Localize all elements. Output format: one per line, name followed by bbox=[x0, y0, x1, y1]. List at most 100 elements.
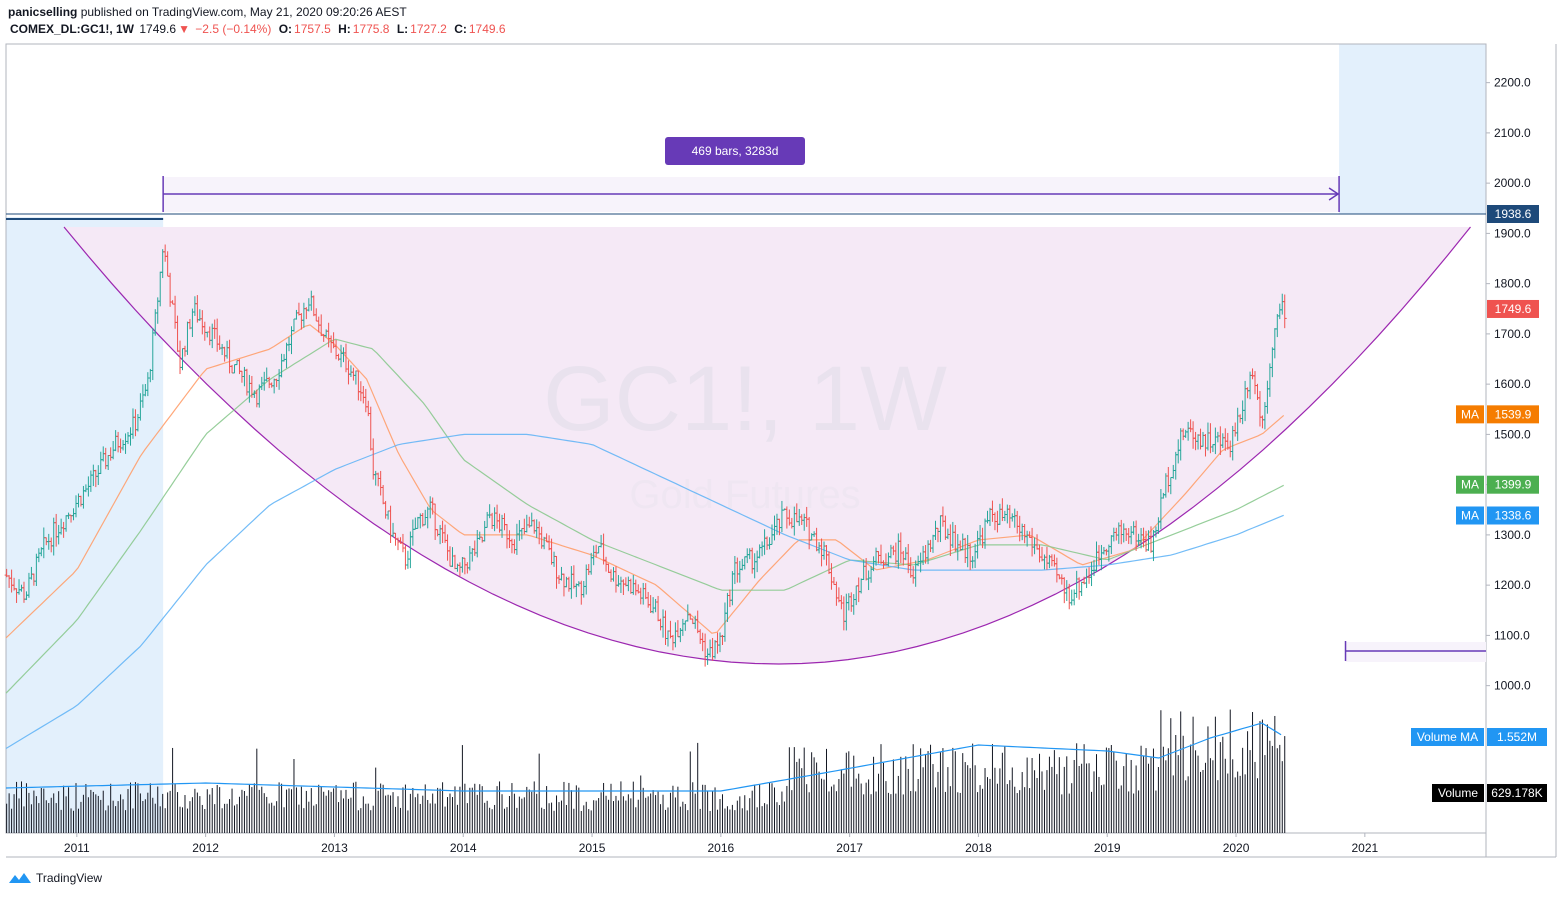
close-label: C: bbox=[454, 22, 467, 36]
price-bar bbox=[1067, 583, 1072, 610]
y-tick-label: 1200.0 bbox=[1494, 578, 1531, 592]
y-tick-label: 2100.0 bbox=[1494, 126, 1531, 140]
last-price: 1749.6 bbox=[139, 22, 177, 36]
price-tag: 1749.6 bbox=[1487, 299, 1539, 318]
price-tag-bg bbox=[1487, 205, 1539, 223]
volume-tag-label: Volume MA bbox=[1417, 730, 1478, 744]
time-axis: 2011 2012 2013 2014 2015 2016 2017 2018 2019 2020… bbox=[64, 833, 1379, 855]
high-label: H: bbox=[338, 22, 351, 36]
volume-tag-label-bg bbox=[1411, 728, 1484, 746]
high-value: 1775.8 bbox=[352, 22, 390, 36]
price-bar bbox=[405, 550, 410, 569]
down-arrow-icon: ▼ bbox=[178, 22, 190, 36]
x-tick-label: 2020 bbox=[1223, 841, 1250, 855]
cup-fill bbox=[64, 227, 1471, 664]
price-bar bbox=[1079, 581, 1084, 597]
x-tick-label: 2015 bbox=[579, 841, 606, 855]
publish-info: published on TradingView.com, May 21, 20… bbox=[80, 5, 407, 19]
price-tag: 1938.6 bbox=[1487, 205, 1539, 223]
x-tick-label: 2019 bbox=[1094, 841, 1121, 855]
drawings-layer bbox=[162, 176, 1486, 662]
open-value: 1757.5 bbox=[294, 22, 331, 36]
price-tag-bg bbox=[1487, 299, 1539, 318]
price-bars bbox=[4, 244, 1287, 667]
watermark-name: Gold Futures bbox=[629, 473, 860, 517]
ma_mid-line bbox=[5, 338, 1284, 694]
ma-tag-label: MA bbox=[1461, 478, 1479, 492]
price-tag-value: 1539.9 bbox=[1495, 407, 1532, 421]
highlight-zone-left bbox=[6, 217, 164, 833]
footer-brand-text: TradingView bbox=[36, 871, 103, 885]
x-tick-label: 2016 bbox=[707, 841, 734, 855]
y-tick-label: 2000.0 bbox=[1494, 176, 1531, 190]
author-name[interactable]: panicselling bbox=[8, 5, 78, 19]
shading-layer bbox=[6, 44, 1486, 833]
price-tag-value: 1749.6 bbox=[1495, 302, 1532, 316]
ma-tag-label-bg bbox=[1456, 506, 1484, 525]
price-tag: MA 1539.9 bbox=[1456, 405, 1539, 424]
ma_long-line bbox=[5, 433, 1284, 750]
highlight-zone-right bbox=[1339, 44, 1486, 214]
x-tick-label: 2013 bbox=[321, 841, 348, 855]
price-bar bbox=[403, 545, 408, 570]
price-axis: 1000.01100.01200.01300.01400.01500.01600… bbox=[1486, 76, 1531, 693]
price-tag-value: 1399.9 bbox=[1495, 478, 1532, 492]
y-tick-label: 1700.0 bbox=[1494, 327, 1531, 341]
ma-tag-label: MA bbox=[1461, 509, 1479, 523]
volume-ma-line bbox=[5, 722, 1282, 792]
y-tick-label: 2200.0 bbox=[1494, 76, 1531, 90]
price-tag-value: 1338.6 bbox=[1495, 509, 1532, 523]
price-bar bbox=[1069, 589, 1074, 606]
y-tick-label: 1300.0 bbox=[1494, 528, 1531, 542]
close-value: 1749.6 bbox=[468, 22, 506, 36]
footer-brand[interactable]: TradingView bbox=[8, 871, 102, 885]
y-tick-label: 1500.0 bbox=[1494, 427, 1531, 441]
symbol-label: COMEX_DL:GC1!, 1W bbox=[10, 22, 135, 36]
volume-tag: Volume MA 1.552M bbox=[1411, 728, 1547, 746]
low-value: 1727.2 bbox=[410, 22, 447, 36]
ma_short-line bbox=[5, 324, 1285, 639]
x-tick-label: 2012 bbox=[192, 841, 219, 855]
x-tick-label: 2011 bbox=[64, 841, 90, 855]
x-tick-label: 2021 bbox=[1351, 841, 1378, 855]
price-tag-value: 1938.6 bbox=[1495, 207, 1532, 221]
y-tick-label: 1800.0 bbox=[1494, 277, 1531, 291]
watermark-symbol: GC1!, 1W bbox=[543, 348, 947, 450]
volume-tag-bg bbox=[1487, 728, 1547, 746]
tradingview-logo-icon bbox=[9, 873, 31, 883]
chart-watermark: GC1!, 1W Gold Futures bbox=[543, 348, 947, 517]
ma-tag-label: MA bbox=[1461, 407, 1479, 421]
volume-tag-bg bbox=[1487, 784, 1547, 802]
x-tick-label: 2018 bbox=[965, 841, 992, 855]
projection-zone bbox=[1345, 642, 1486, 662]
volume-tag: Volume 629.178K bbox=[1432, 784, 1547, 802]
y-tick-label: 1000.0 bbox=[1494, 679, 1531, 693]
y-tick-label: 1900.0 bbox=[1494, 226, 1531, 240]
volume-tag-label: Volume bbox=[1438, 786, 1478, 800]
moving-averages bbox=[5, 324, 1285, 750]
price-bar bbox=[1282, 294, 1287, 329]
y-tick-label: 1100.0 bbox=[1494, 628, 1530, 642]
low-label: L: bbox=[396, 22, 409, 36]
price-tag: MA 1338.6 bbox=[1456, 506, 1539, 525]
volume-bars bbox=[5, 709, 1286, 833]
open-label: O: bbox=[278, 22, 293, 36]
volume-tag-value: 1.552M bbox=[1497, 730, 1537, 744]
x-tick-label: 2014 bbox=[450, 841, 477, 855]
volume-tag-label-bg bbox=[1432, 784, 1484, 802]
price-tag-bg bbox=[1487, 506, 1539, 525]
volume-tag-value: 629.178K bbox=[1491, 786, 1542, 800]
ma-tag-label-bg bbox=[1456, 475, 1484, 494]
chart-frame bbox=[5, 43, 1557, 858]
date-range-label[interactable]: 469 bars, 3283d bbox=[665, 137, 805, 165]
publish-line: panicselling published on TradingView.co… bbox=[8, 4, 506, 21]
price-tag: MA 1399.9 bbox=[1456, 475, 1539, 494]
price-bar bbox=[1072, 589, 1077, 606]
ohlc-line: COMEX_DL:GC1!, 1W 1749.6 ▼ −2.5 (−0.14%) … bbox=[8, 21, 506, 38]
y-tick-label: 1600.0 bbox=[1494, 377, 1531, 391]
change-value: −2.5 (−0.14%) bbox=[195, 22, 272, 36]
x-tick-label: 2017 bbox=[836, 841, 863, 855]
price-tag-bg bbox=[1487, 405, 1539, 424]
ma-tag-label-bg bbox=[1456, 405, 1484, 424]
